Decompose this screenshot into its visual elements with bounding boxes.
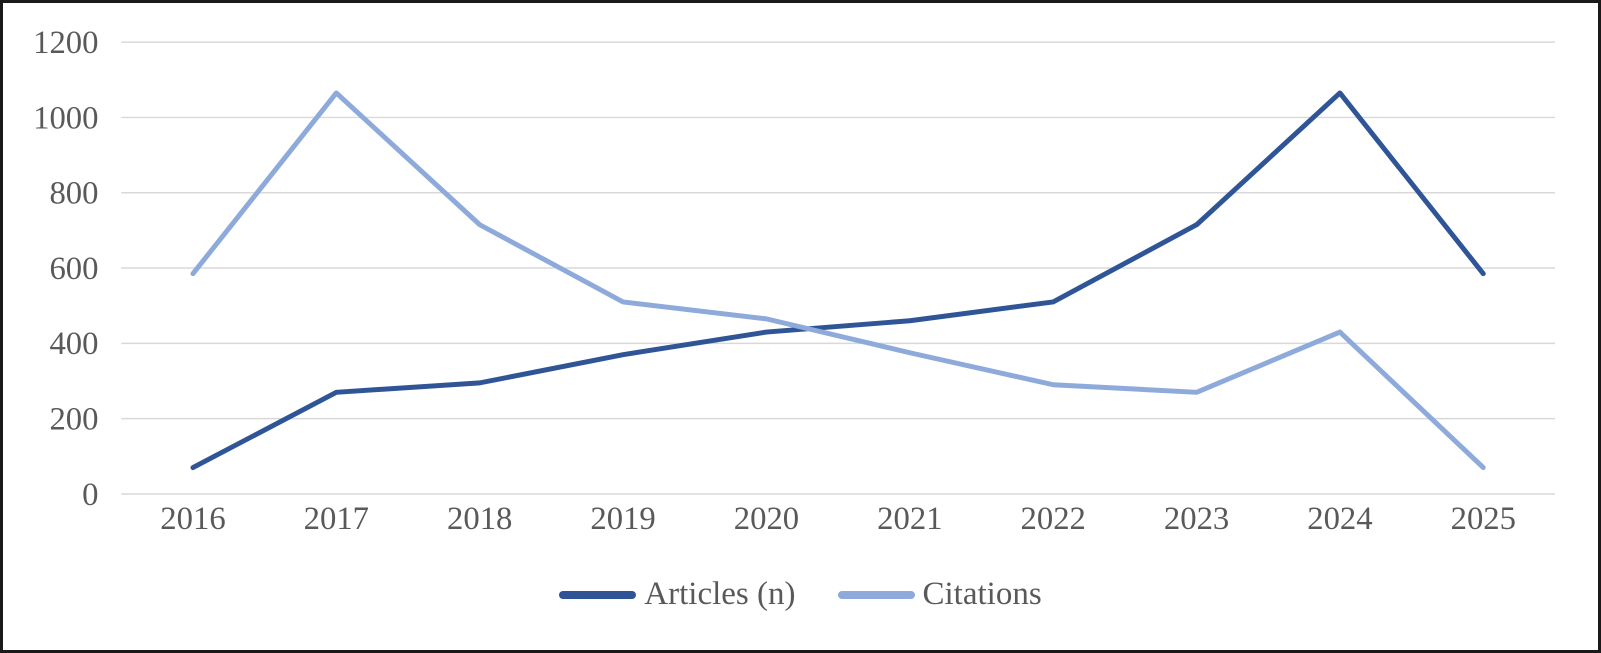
x-tick-label: 2016	[160, 501, 225, 537]
y-tick-label: 400	[49, 326, 98, 362]
x-tick-label: 2019	[590, 501, 655, 537]
y-tick-label: 1200	[33, 25, 98, 61]
x-tick-label: 2023	[1164, 501, 1229, 537]
x-tick-label: 2018	[447, 501, 512, 537]
series-line-citations	[190, 90, 1486, 471]
line-chart-canvas: 0 200 400 600 800 1000 1200 2016 2017 2018 2019 202…	[33, 25, 1556, 537]
x-tick-label: 2021	[877, 501, 942, 537]
x-tick-label: 2024	[1307, 501, 1372, 537]
y-tick-label: 200	[49, 402, 98, 438]
x-tick-label: 2017	[304, 501, 369, 537]
x-tick-label: 2025	[1451, 501, 1516, 537]
y-tick-label: 600	[49, 251, 98, 287]
x-tick-label: 2022	[1021, 501, 1086, 537]
x-tick-label: 2020	[734, 501, 799, 537]
y-tick-label: 800	[49, 176, 98, 212]
y-tick-label: 0	[82, 477, 98, 513]
y-tick-label: 1000	[33, 100, 98, 136]
series-line-articles-n	[190, 90, 1486, 471]
